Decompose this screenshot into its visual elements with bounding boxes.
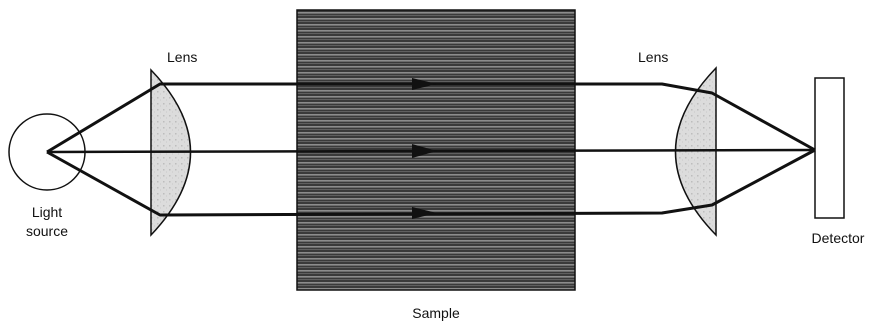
light-source-label-line2: source <box>26 223 68 239</box>
sample-label: Sample <box>412 305 460 321</box>
detector-label: Detector <box>812 230 865 246</box>
ray-bottom <box>46 148 816 217</box>
arrowhead-bottom <box>412 207 437 219</box>
arrowhead-middle <box>412 144 437 158</box>
light-source-label-line1: Light <box>32 204 62 220</box>
lens-left-label: Lens <box>167 49 197 65</box>
detector-box <box>814 77 845 219</box>
lens-right-label: Lens <box>638 49 668 65</box>
arrowhead-top <box>412 78 437 90</box>
ray-top <box>46 82 816 154</box>
